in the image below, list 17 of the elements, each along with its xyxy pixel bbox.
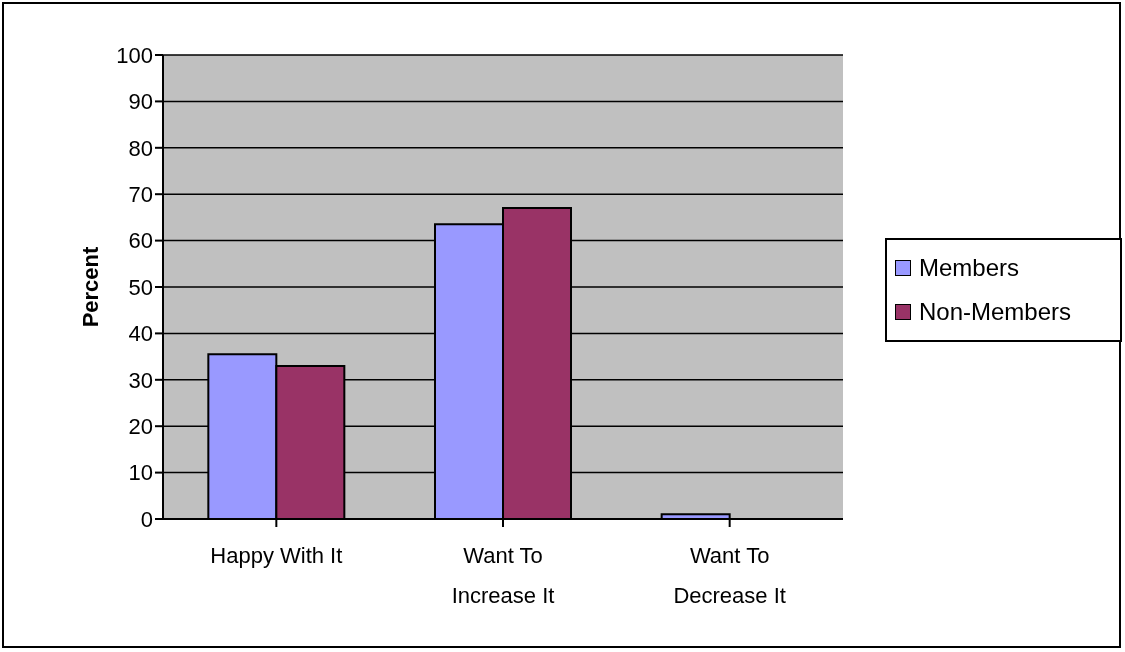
y-tick-label: 40: [128, 321, 153, 347]
x-tick-label: Happy With It: [210, 543, 343, 568]
y-tick-label: 70: [128, 182, 153, 208]
x-tick-label: Want To Decrease It: [673, 543, 786, 608]
legend-label: Non-Members: [919, 298, 1072, 326]
x-tick-label: Want To Increase It: [451, 543, 555, 608]
y-tick-label: 100: [116, 42, 153, 68]
legend-label: Members: [919, 254, 1020, 282]
y-tick-label: 50: [128, 274, 153, 300]
y-tick-label: 90: [128, 89, 153, 115]
y-tick-label: 80: [128, 135, 153, 161]
y-tick-label: 60: [128, 228, 153, 254]
y-tick-label: 30: [128, 367, 153, 393]
y-axis-title: Percent: [77, 245, 103, 328]
y-tick-label: 0: [140, 506, 153, 532]
y-tick-label: 20: [128, 414, 153, 440]
y-tick-label: 10: [128, 460, 153, 486]
